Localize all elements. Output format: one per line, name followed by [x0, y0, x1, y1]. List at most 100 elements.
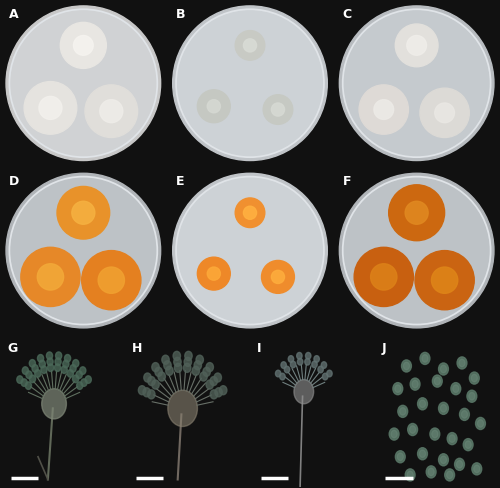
Circle shape: [407, 471, 413, 479]
Circle shape: [396, 451, 405, 463]
Circle shape: [397, 453, 404, 461]
Circle shape: [30, 360, 36, 367]
Circle shape: [398, 406, 407, 417]
Circle shape: [172, 173, 328, 328]
Circle shape: [472, 463, 482, 475]
Circle shape: [294, 380, 314, 404]
Circle shape: [214, 373, 222, 382]
Circle shape: [459, 359, 465, 366]
Circle shape: [215, 388, 222, 397]
Circle shape: [42, 388, 66, 419]
Circle shape: [72, 360, 79, 367]
Circle shape: [200, 372, 207, 381]
Circle shape: [55, 358, 61, 366]
Circle shape: [56, 352, 62, 360]
Circle shape: [426, 94, 463, 131]
Circle shape: [370, 264, 397, 290]
Circle shape: [72, 375, 78, 383]
Circle shape: [272, 270, 284, 284]
Circle shape: [478, 420, 484, 427]
Circle shape: [57, 186, 110, 239]
Circle shape: [402, 360, 411, 372]
Circle shape: [438, 363, 448, 375]
Circle shape: [400, 29, 432, 61]
Circle shape: [30, 375, 36, 383]
Circle shape: [288, 356, 294, 362]
Circle shape: [81, 379, 87, 386]
Circle shape: [184, 357, 192, 366]
Circle shape: [11, 11, 156, 156]
Circle shape: [70, 365, 76, 372]
Circle shape: [342, 8, 492, 158]
Circle shape: [206, 363, 214, 372]
Circle shape: [24, 81, 77, 134]
Circle shape: [393, 383, 403, 395]
Circle shape: [469, 392, 475, 400]
Circle shape: [266, 264, 290, 289]
Circle shape: [340, 6, 494, 161]
Circle shape: [474, 465, 480, 473]
Circle shape: [267, 99, 289, 121]
Circle shape: [162, 355, 169, 364]
Circle shape: [143, 388, 150, 397]
Circle shape: [207, 100, 220, 113]
Circle shape: [174, 363, 182, 372]
Circle shape: [244, 39, 256, 52]
Circle shape: [206, 380, 214, 389]
Circle shape: [85, 376, 91, 384]
Circle shape: [432, 267, 458, 293]
Circle shape: [446, 471, 452, 479]
Circle shape: [98, 267, 124, 293]
Circle shape: [72, 201, 95, 224]
Circle shape: [298, 358, 303, 365]
Circle shape: [6, 173, 160, 328]
Circle shape: [312, 361, 317, 368]
Circle shape: [74, 36, 93, 55]
Circle shape: [471, 374, 478, 382]
Circle shape: [280, 373, 285, 380]
Circle shape: [321, 362, 326, 368]
Circle shape: [410, 378, 420, 390]
Circle shape: [92, 91, 131, 131]
Circle shape: [148, 390, 155, 399]
Circle shape: [388, 185, 444, 241]
Circle shape: [210, 390, 218, 399]
Circle shape: [22, 367, 28, 374]
Circle shape: [11, 178, 156, 323]
Circle shape: [184, 363, 191, 372]
Circle shape: [420, 352, 430, 365]
Circle shape: [85, 85, 138, 138]
Circle shape: [359, 85, 408, 134]
Circle shape: [194, 361, 202, 370]
Circle shape: [460, 408, 469, 421]
Circle shape: [366, 91, 403, 128]
Circle shape: [80, 367, 86, 374]
Circle shape: [428, 468, 434, 476]
Circle shape: [235, 31, 265, 60]
Circle shape: [467, 390, 477, 402]
Circle shape: [158, 372, 166, 381]
Circle shape: [318, 366, 324, 373]
Circle shape: [198, 257, 230, 290]
Circle shape: [276, 370, 281, 377]
Circle shape: [8, 176, 158, 325]
Circle shape: [175, 176, 325, 325]
Circle shape: [26, 382, 32, 389]
Circle shape: [152, 363, 159, 372]
Circle shape: [202, 261, 226, 286]
Circle shape: [438, 454, 448, 466]
Circle shape: [39, 360, 46, 368]
Circle shape: [41, 366, 47, 373]
Circle shape: [281, 362, 286, 368]
Circle shape: [244, 206, 256, 219]
Circle shape: [28, 255, 72, 299]
Circle shape: [21, 379, 27, 386]
Circle shape: [64, 193, 103, 232]
Circle shape: [410, 426, 416, 433]
Circle shape: [344, 178, 489, 323]
Text: D: D: [10, 175, 20, 188]
Circle shape: [404, 362, 409, 370]
Circle shape: [192, 366, 200, 375]
Circle shape: [239, 34, 261, 57]
Circle shape: [418, 447, 428, 460]
